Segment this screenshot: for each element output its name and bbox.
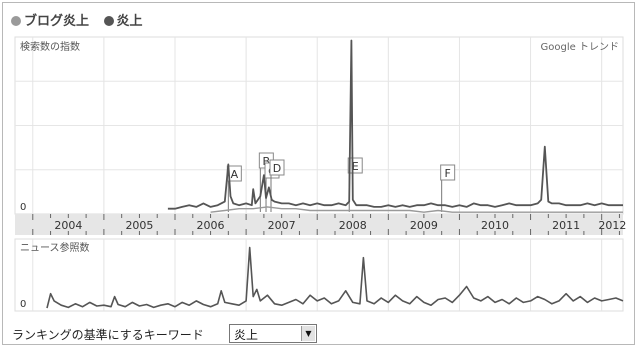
y-zero-label-search: 0 bbox=[20, 202, 26, 213]
search-index-label: 検索数の指数 bbox=[20, 40, 80, 53]
keyword-select-value: 炎上 bbox=[234, 328, 259, 342]
x-tick-label: 2004 bbox=[54, 219, 82, 232]
legend-item-enjo[interactable]: 炎上 bbox=[103, 14, 143, 29]
x-tick-label: 2008 bbox=[339, 219, 367, 232]
x-tick-label: 2010 bbox=[481, 219, 509, 232]
x-tick-label: 2007 bbox=[268, 219, 296, 232]
legend: ブログ炎上 炎上 bbox=[11, 10, 153, 29]
legend-dot-icon bbox=[11, 16, 21, 26]
trends-widget: ブログ炎上 炎上 2004 2005 2006 2007 2008 2009 2010 201… bbox=[2, 2, 635, 345]
legend-dot-icon bbox=[103, 16, 114, 26]
google-trends-label: Google トレンド bbox=[541, 42, 619, 53]
x-tick-label: 2009 bbox=[410, 219, 438, 232]
blog-enjo-search-line bbox=[210, 206, 623, 213]
annotation-label: F bbox=[445, 167, 451, 180]
ranking-keyword-label: ランキングの基準にするキーワード bbox=[12, 328, 204, 342]
annotation-label: B bbox=[263, 155, 271, 168]
x-axis-band bbox=[15, 214, 623, 235]
annotation-flag-d[interactable] bbox=[269, 159, 285, 176]
annotation-label: E bbox=[352, 160, 359, 173]
enjo-search-line bbox=[167, 39, 623, 210]
news-reference-line bbox=[46, 246, 624, 309]
legend-item-blog-enjo[interactable]: ブログ炎上 bbox=[11, 14, 89, 29]
x-tick-label: 2011 bbox=[552, 219, 580, 232]
legend-label: 炎上 bbox=[116, 14, 143, 29]
y-zero-label-news: 0 bbox=[20, 299, 26, 310]
news-panel-frame bbox=[14, 238, 624, 312]
legend-label: ブログ炎上 bbox=[24, 14, 90, 29]
annotation-label: D bbox=[273, 162, 281, 175]
dropdown-arrow-icon[interactable]: ▼ bbox=[301, 326, 315, 341]
x-tick-label: 2012 bbox=[598, 219, 626, 232]
annotation-flag-f[interactable] bbox=[440, 164, 456, 181]
news-reference-label: ニュース参照数 bbox=[20, 241, 90, 254]
annotation-label: A bbox=[231, 168, 239, 181]
x-tick-label: 2005 bbox=[125, 219, 153, 232]
keyword-select[interactable]: 炎上 ▼ bbox=[229, 324, 317, 343]
x-tick-label: 2006 bbox=[197, 219, 225, 232]
